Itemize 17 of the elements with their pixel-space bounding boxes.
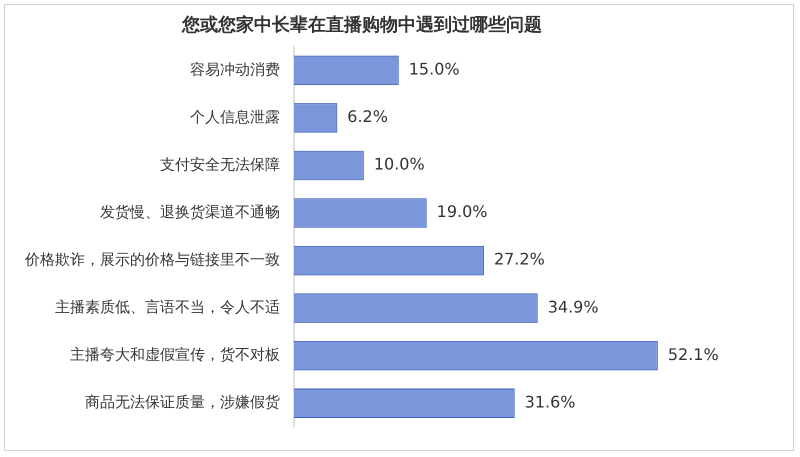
y-tick-label: 主播夸大和虚假宣传，货不对板: [70, 346, 280, 364]
data-label: 19.0%: [436, 202, 488, 222]
y-tick-label: 价格欺诈，展示的价格与链接里不一致: [24, 250, 280, 268]
y-tick-label: 主播素质低、言语不当，令人不适: [55, 298, 280, 316]
chart-title: 您或您家中长辈在直播购物中遇到过哪些问题: [181, 14, 542, 36]
data-label: 27.2%: [494, 250, 545, 269]
data-label: 6.2%: [347, 107, 388, 126]
data-label: 31.6%: [524, 392, 576, 412]
y-tick-label: 支付安全无法保障: [160, 155, 280, 174]
y-tick-label: 发货慢、退换货渠道不通畅: [100, 202, 280, 221]
y-tick-label: 个人信息泄露: [190, 108, 280, 126]
data-label: 15.0%: [408, 60, 460, 79]
y-tick-label: 容易冲动消费: [190, 60, 280, 78]
data-label: 52.1%: [668, 344, 719, 364]
data-label: 10.0%: [374, 154, 425, 174]
y-tick-label: 商品无法保证质量，涉嫌假货: [85, 393, 280, 412]
data-label: 34.9%: [548, 297, 599, 316]
